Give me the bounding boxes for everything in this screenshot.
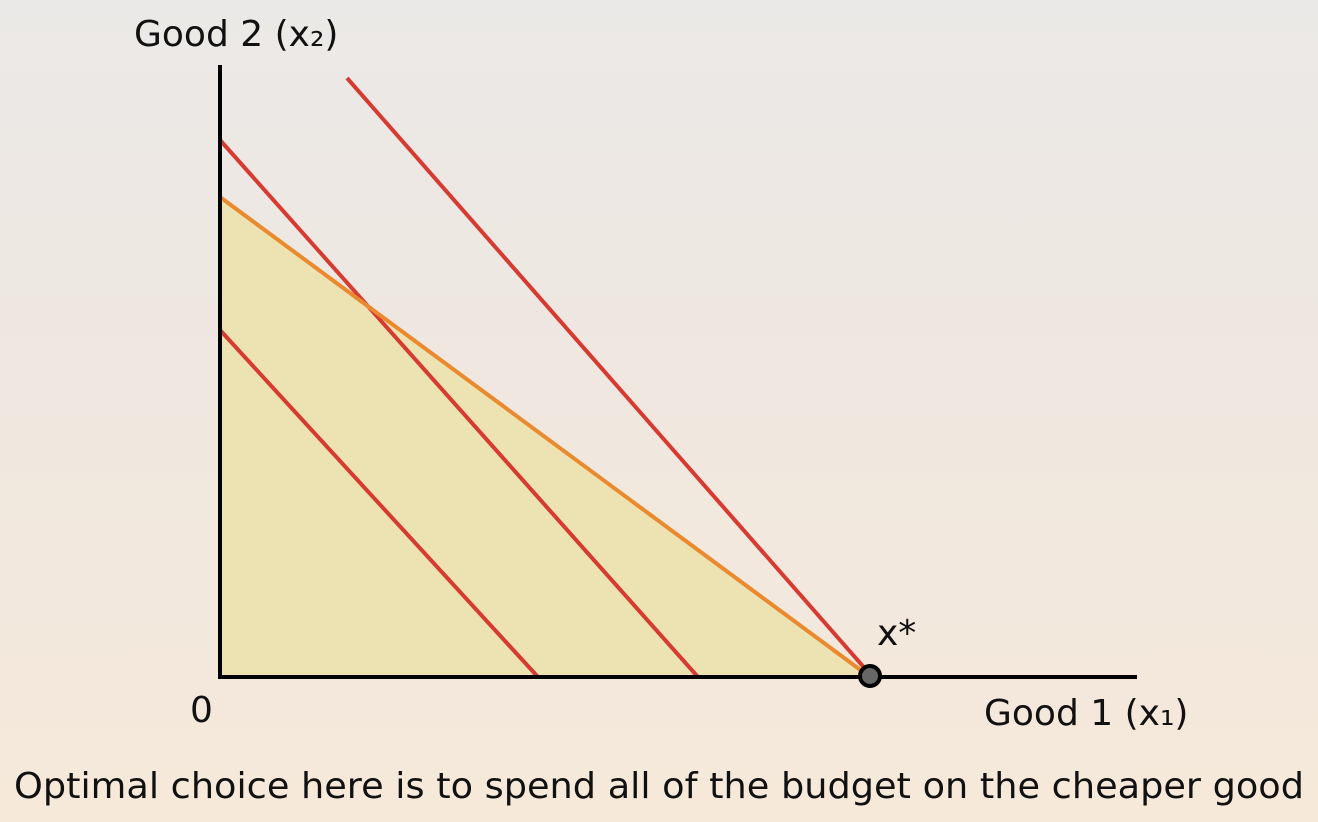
indifference-line bbox=[345, 76, 870, 674]
origin-label: 0 bbox=[190, 690, 213, 731]
x-axis-label: Good 1 (x₁) bbox=[984, 693, 1188, 734]
indifference-line bbox=[218, 328, 540, 679]
indifference-line bbox=[218, 138, 700, 679]
y-axis-label: Good 2 (x₂) bbox=[134, 14, 338, 55]
optimum-point bbox=[858, 664, 882, 688]
budget-line bbox=[218, 195, 872, 679]
optimum-label: x* bbox=[877, 613, 916, 654]
caption: Optimal choice here is to spend all of t… bbox=[14, 766, 1304, 807]
